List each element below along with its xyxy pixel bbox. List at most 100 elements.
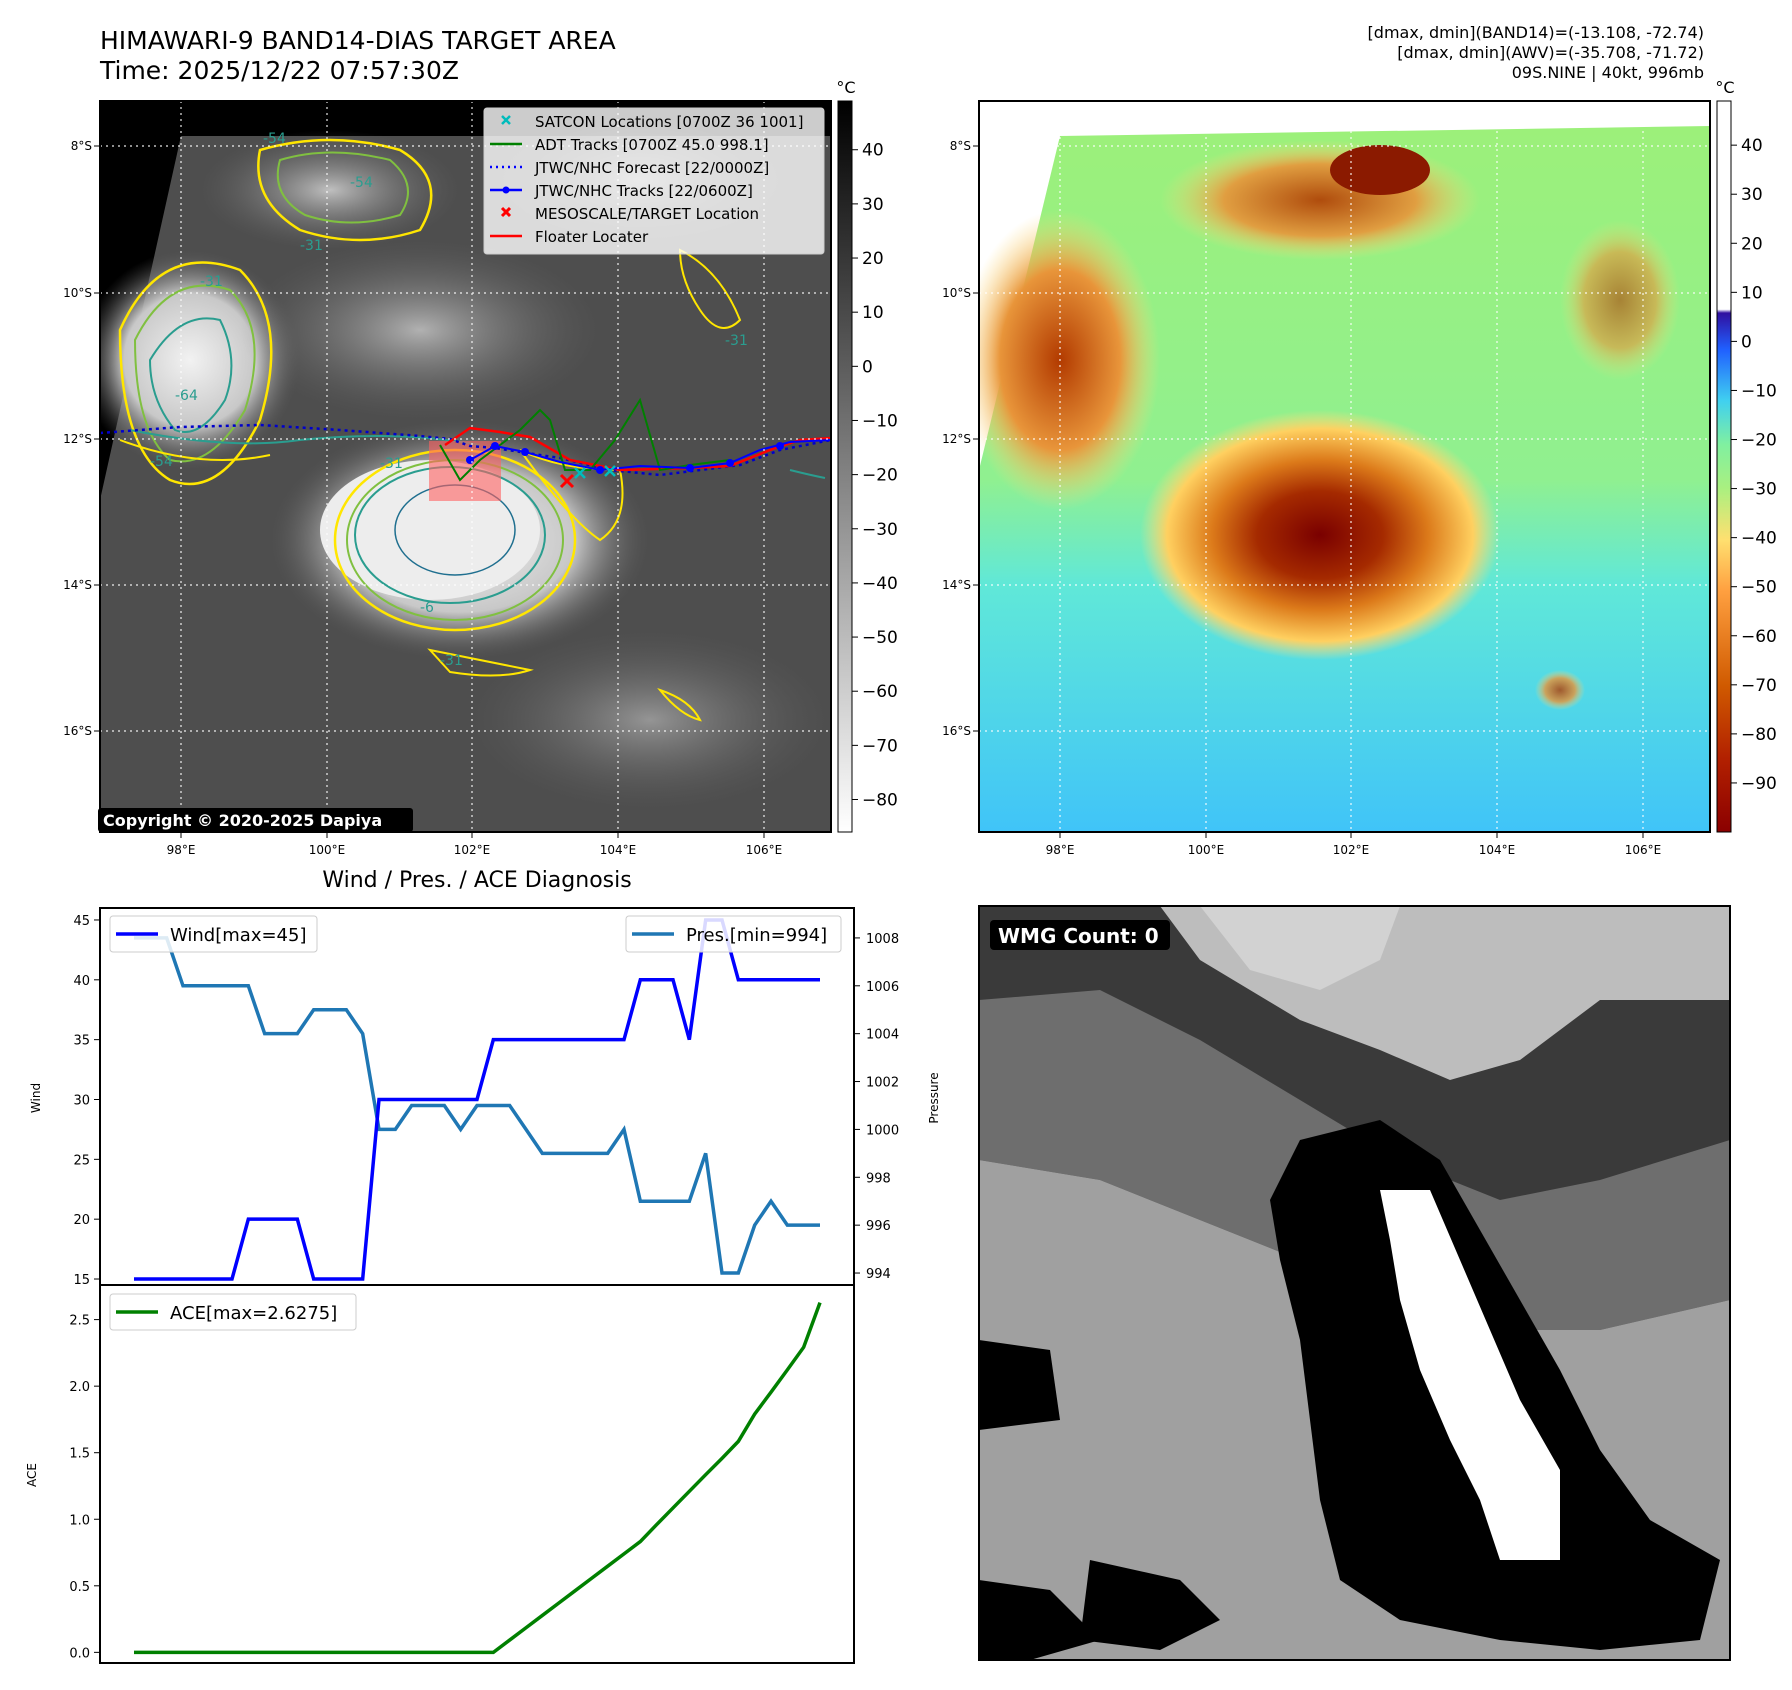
awv-colorbar-unit: °C bbox=[1715, 78, 1734, 97]
ir-colorbar-ticks: 40 30 20 10 0 −10 −20 −30 −40 −50 −60 −70 −80 bbox=[852, 141, 898, 811]
colorbar-tick-label: 20 bbox=[1741, 234, 1763, 254]
colorbar-tick-label: −40 bbox=[1741, 529, 1777, 549]
wind-tick-label: 40 bbox=[73, 974, 90, 989]
lat-tick-label: 14°S bbox=[942, 578, 971, 592]
ace-legend-label: ACE[max=2.6275] bbox=[170, 1303, 337, 1324]
wind-tick-label: 15 bbox=[73, 1273, 90, 1288]
colorbar-tick-label: 10 bbox=[862, 303, 884, 323]
lat-tick-label: 8°S bbox=[71, 139, 92, 153]
pressure-axis-label: Pressure bbox=[927, 1072, 941, 1123]
contour-label: -54 bbox=[350, 175, 373, 191]
pressure-tick-label: 1000 bbox=[866, 1123, 899, 1138]
lon-tick-label: 104°E bbox=[1479, 843, 1516, 857]
legend-label: MESOSCALE/TARGET Location bbox=[535, 205, 759, 223]
colorbar-tick-label: 40 bbox=[862, 141, 884, 161]
legend-label: Floater Locater bbox=[535, 228, 649, 246]
pressure-tick-label: 1004 bbox=[866, 1028, 899, 1043]
lon-tick-label: 104°E bbox=[600, 843, 637, 857]
colorbar-tick-label: −30 bbox=[1741, 480, 1777, 500]
contour-label: -31 bbox=[440, 653, 463, 669]
lat-tick-label: 12°S bbox=[63, 432, 92, 446]
colorbar-tick-label: −20 bbox=[862, 466, 898, 486]
colorbar-tick-label: −50 bbox=[862, 628, 898, 648]
ace-plot-frame bbox=[99, 1284, 855, 1664]
legend-label: JTWC/NHC Forecast [22/0000Z] bbox=[534, 159, 769, 177]
target-marker-icon bbox=[500, 206, 512, 218]
copyright-label: Copyright © 2020-2025 Dapiya bbox=[103, 811, 382, 830]
pressure-tick-label: 996 bbox=[866, 1219, 891, 1234]
pressure-tick-label: 1006 bbox=[866, 980, 899, 995]
wind-tick-label: 30 bbox=[73, 1093, 90, 1108]
colorbar-tick-label: 0 bbox=[1741, 332, 1752, 352]
info-line3: 09S.NINE | 40kt, 996mb bbox=[1511, 63, 1704, 82]
colorbar-tick-label: −10 bbox=[1741, 381, 1777, 401]
pressure-legend: Pres.[min=994] bbox=[625, 915, 842, 953]
ace-tick-label: 1.0 bbox=[69, 1513, 90, 1528]
info-line1: [dmax, dmin](BAND14)=(-13.108, -72.74) bbox=[1367, 23, 1704, 42]
colorbar-tick-label: −20 bbox=[1741, 431, 1777, 451]
ace-tick-label: 0.5 bbox=[69, 1580, 90, 1595]
ace-legend: ACE[max=2.6275] bbox=[109, 1293, 357, 1331]
lat-tick-label: 16°S bbox=[942, 724, 971, 738]
chart-title-line2: Time: 2025/12/22 07:57:30Z bbox=[100, 56, 459, 85]
wind-tick-label: 35 bbox=[73, 1034, 90, 1049]
lon-tick-label: 98°E bbox=[167, 843, 196, 857]
contour-label: -6 bbox=[420, 600, 434, 616]
contour-label: -54 bbox=[263, 131, 286, 147]
contour-label: -64 bbox=[175, 388, 198, 404]
lon-tick-label: 106°E bbox=[1625, 843, 1662, 857]
contour-label: -31 bbox=[380, 456, 403, 472]
wind-legend-label: Wind[max=45] bbox=[170, 925, 307, 946]
colorbar-tick-label: −80 bbox=[862, 791, 898, 811]
ace-axis-label: ACE bbox=[25, 1463, 39, 1487]
lon-tick-label: 100°E bbox=[309, 843, 346, 857]
legend-label: JTWC/NHC Tracks [22/0600Z] bbox=[534, 182, 753, 200]
ir-legend: SATCON Locations [0700Z 36 1001] ADT Tra… bbox=[483, 107, 825, 255]
ir-image: -54 -54 -31 -64 -54 -31 -6 -31 -31 -31 bbox=[100, 101, 831, 832]
pressure-series-line bbox=[134, 936, 820, 1275]
pressure-tick-label: 998 bbox=[866, 1171, 891, 1186]
colorbar-tick-label: 30 bbox=[1741, 185, 1763, 205]
contour-label: -31 bbox=[300, 238, 323, 254]
wind-axis-label: Wind bbox=[29, 1083, 43, 1113]
ace-series-line bbox=[134, 1302, 822, 1655]
colorbar-tick-label: 30 bbox=[862, 195, 884, 215]
pressure-tick-label: 994 bbox=[866, 1267, 891, 1282]
colorbar-tick-label: −40 bbox=[862, 574, 898, 594]
colorbar-tick-label: −10 bbox=[862, 411, 898, 431]
colorbar-tick-label: −50 bbox=[1741, 578, 1777, 598]
lon-tick-label: 102°E bbox=[1333, 843, 1370, 857]
ace-tick-label: 2.5 bbox=[69, 1314, 90, 1329]
chart-title-line1: HIMAWARI-9 BAND14-DIAS TARGET AREA bbox=[100, 26, 616, 55]
contour-label: -31 bbox=[200, 274, 223, 290]
colorbar-tick-label: −90 bbox=[1741, 774, 1777, 794]
wind-tick-label: 20 bbox=[73, 1213, 90, 1228]
awv-map-frame bbox=[978, 100, 1711, 833]
lon-tick-label: 106°E bbox=[746, 843, 783, 857]
ace-tick-label: 2.0 bbox=[69, 1380, 90, 1395]
awv-colorbar bbox=[1716, 100, 1732, 833]
lon-tick-label: 100°E bbox=[1188, 843, 1225, 857]
wmg-image bbox=[979, 906, 1730, 1660]
colorbar-tick-label: 40 bbox=[1741, 136, 1763, 156]
colorbar-tick-label: −80 bbox=[1741, 725, 1777, 745]
lat-tick-label: 14°S bbox=[63, 578, 92, 592]
info-line2: [dmax, dmin](AWV)=(-35.708, -71.72) bbox=[1397, 43, 1704, 62]
colorbar-tick-label: −30 bbox=[862, 520, 898, 540]
colorbar-tick-label: −60 bbox=[1741, 627, 1777, 647]
colorbar-tick-label: −70 bbox=[862, 736, 898, 756]
wind-tick-label: 25 bbox=[73, 1153, 90, 1168]
ace-tick-label: 1.5 bbox=[69, 1447, 90, 1462]
legend-label: ADT Tracks [0700Z 45.0 998.1] bbox=[535, 136, 769, 154]
colorbar-tick-label: 10 bbox=[1741, 283, 1763, 303]
diagnosis-title: Wind / Pres. / ACE Diagnosis bbox=[322, 868, 631, 893]
lat-tick-label: 8°S bbox=[950, 139, 971, 153]
ace-tick-label: 0.0 bbox=[69, 1646, 90, 1661]
ir-colorbar bbox=[837, 100, 853, 833]
awv-colorbar-ticks: 40 30 20 10 0 −10 −20 −30 −40 −50 −60 −70 −80 −90 bbox=[1731, 136, 1777, 794]
wmg-count-label: WMG Count: 0 bbox=[998, 924, 1159, 948]
ir-colorbar-unit: °C bbox=[836, 78, 855, 97]
lat-tick-label: 12°S bbox=[942, 432, 971, 446]
lat-tick-label: 10°S bbox=[63, 286, 92, 300]
